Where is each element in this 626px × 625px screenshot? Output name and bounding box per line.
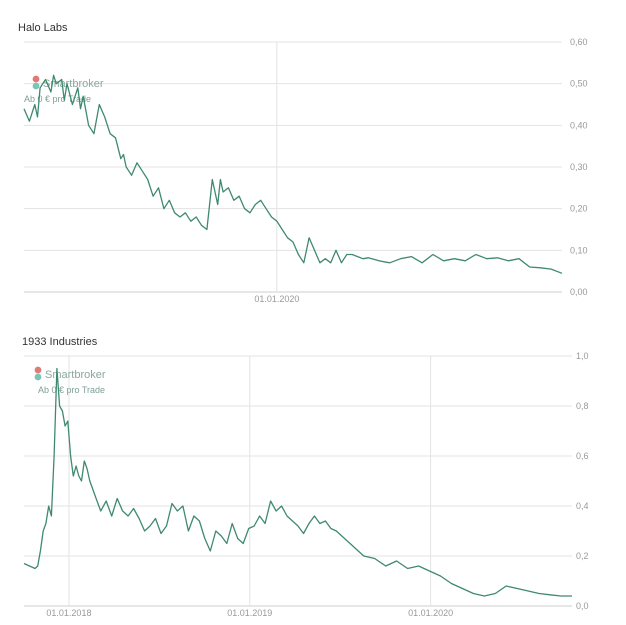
smartbroker-logo-icon [34, 366, 42, 381]
watermark-tagline: Ab 0 € pro Trade [24, 94, 91, 104]
y-tick-label: 0,30 [570, 162, 588, 172]
grid-lines [24, 41, 562, 293]
watermark-tagline: Ab 0 € pro Trade [38, 385, 105, 395]
chart-1933-industries: 1933 Industries 0,0 0,2 0,4 0,6 0,8 1,0 01.01… [22, 336, 589, 618]
y-tick-label: 1,0 [576, 351, 589, 361]
series-line [23, 367, 572, 597]
chart-halo-labs: Halo Labs 0,00 0,10 0,20 0,30 0,40 0,50 0,60 0… [18, 22, 588, 304]
x-axis-ticks: 01.01.2018 01.01.2019 01.01.2020 [46, 608, 453, 618]
watermark-brand: Smartbroker [45, 369, 106, 381]
y-axis-ticks: 0,00 0,10 0,20 0,30 0,40 0,50 0,60 [570, 37, 588, 297]
x-tick-label: 01.01.2020 [254, 294, 299, 304]
grid-lines [24, 355, 572, 607]
y-tick-label: 0,50 [570, 79, 588, 89]
watermark: Smartbroker Ab 0 € pro Trade [24, 75, 104, 104]
y-tick-label: 0,60 [570, 37, 588, 47]
chart-title: 1933 Industries [22, 336, 98, 348]
y-axis-ticks: 0,0 0,2 0,4 0,6 0,8 1,0 [576, 351, 589, 611]
y-tick-label: 0,6 [576, 451, 589, 461]
series-lines [23, 367, 572, 597]
y-tick-label: 0,0 [576, 601, 589, 611]
y-tick-label: 0,4 [576, 501, 589, 511]
y-tick-label: 0,40 [570, 120, 588, 130]
y-tick-label: 0,8 [576, 401, 589, 411]
y-tick-label: 0,2 [576, 551, 589, 561]
x-axis-ticks: 01.01.2020 [254, 294, 299, 304]
x-tick-label: 01.01.2019 [227, 608, 272, 618]
y-tick-label: 0,00 [570, 287, 588, 297]
chart-title: Halo Labs [18, 22, 68, 34]
x-tick-label: 01.01.2018 [46, 608, 91, 618]
y-tick-label: 0,20 [570, 204, 588, 214]
series-line [23, 74, 563, 274]
y-tick-label: 0,10 [570, 245, 588, 255]
watermark: Smartbroker Ab 0 € pro Trade [34, 366, 106, 395]
smartbroker-logo-icon [32, 75, 40, 90]
series-lines [23, 74, 563, 274]
x-tick-label: 01.01.2020 [408, 608, 453, 618]
watermark-brand: Smartbroker [43, 78, 104, 90]
